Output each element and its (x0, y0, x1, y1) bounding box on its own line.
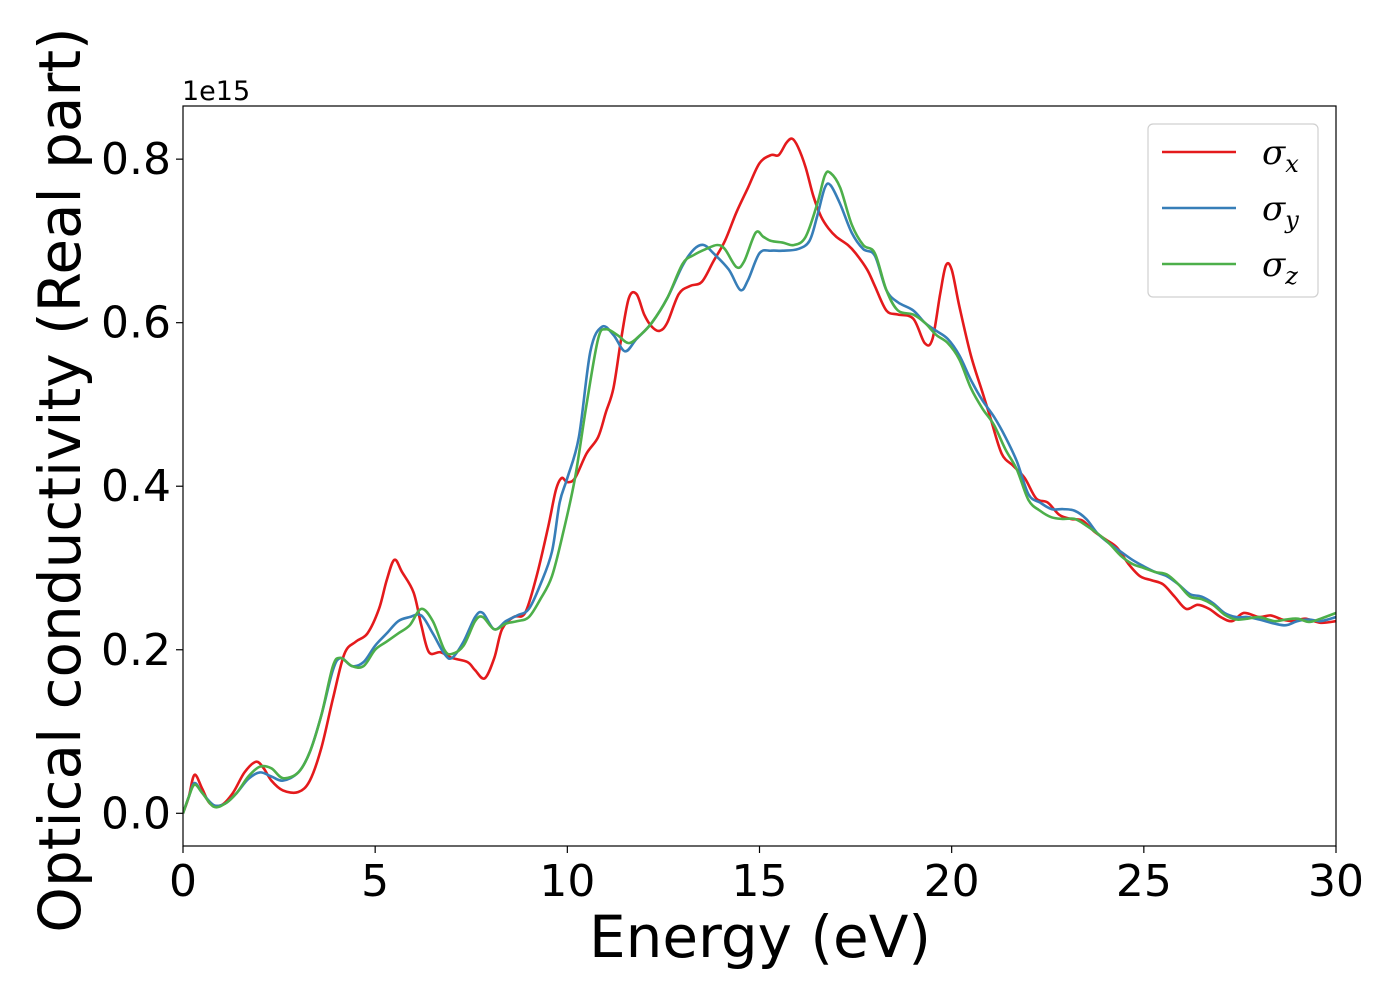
x-tick-label: 0 (169, 856, 197, 907)
y-tick-label: 0.8 (101, 134, 171, 185)
legend-label-sigma-x: σx (1262, 133, 1299, 178)
series-line-sigma-y (183, 182, 1336, 814)
x-tick-label: 5 (361, 856, 389, 907)
y-tick-label: 0.2 (101, 625, 171, 676)
y-axis-label: Optical conductivity (Real part) (26, 27, 94, 932)
x-axis-label: Energy (eV) (589, 903, 931, 971)
x-tick-label: 15 (732, 856, 788, 907)
y-tick-label: 0.4 (101, 461, 171, 512)
legend-label-sigma-y: σy (1262, 189, 1299, 234)
legend-label-sigma-z: σz (1262, 245, 1298, 290)
y-axis-offset-text: 1e15 (182, 76, 250, 107)
y-tick-label: 0.0 (101, 788, 171, 839)
legend-box (1147, 123, 1319, 298)
legend: σx σy σz (1147, 123, 1319, 298)
x-tick-label: 10 (539, 856, 595, 907)
x-tick-label: 20 (924, 856, 980, 907)
x-tick-label: 30 (1308, 856, 1364, 907)
y-tick-label: 0.6 (101, 298, 171, 349)
series-line-sigma-z (183, 170, 1336, 814)
axes: 0 5 10 15 20 25 30 0.0 0.2 0.4 0.6 0.8 (101, 105, 1364, 907)
plot-area (183, 137, 1336, 814)
x-tick-label: 25 (1116, 856, 1172, 907)
